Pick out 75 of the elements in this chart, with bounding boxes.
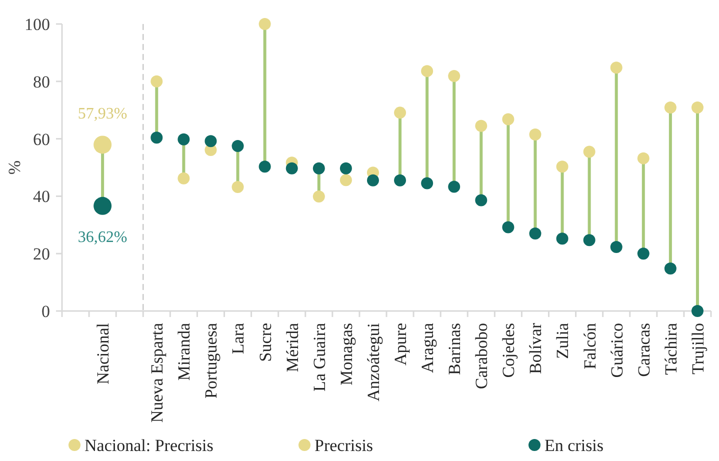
point	[664, 262, 676, 275]
point	[340, 162, 352, 174]
point	[394, 106, 406, 119]
x-tick-label: Monagas	[336, 323, 356, 386]
data-label: 57,93%	[78, 106, 128, 123]
point	[475, 194, 488, 206]
x-tick-label: Sucre	[256, 323, 275, 362]
x-tick-label: Barinas	[445, 323, 464, 375]
point	[232, 140, 244, 152]
y-tick-label: 100	[24, 14, 50, 34]
point	[340, 174, 352, 186]
point	[178, 172, 190, 184]
point	[150, 132, 163, 144]
x-tick-label: Cojedes	[499, 323, 518, 378]
point	[475, 120, 488, 132]
y-axis-title: %	[5, 160, 24, 175]
point	[610, 62, 622, 74]
point	[178, 133, 190, 146]
y-tick-label: 60	[33, 130, 50, 149]
x-tick-label: Portuguesa	[202, 322, 221, 399]
x-tick-label: Caracas	[634, 323, 654, 377]
point	[232, 181, 244, 194]
point	[258, 160, 271, 173]
x-tick-label: Zulia	[553, 322, 572, 359]
legend-label: Nacional: Precrisis	[84, 436, 214, 455]
point	[529, 128, 542, 140]
x-tick-label: La Guaira	[310, 322, 329, 392]
point	[312, 190, 325, 202]
point	[394, 174, 406, 186]
point	[637, 248, 650, 260]
x-tick-label: Anzoátegui	[364, 322, 383, 402]
point	[691, 102, 704, 114]
x-tick-label: Lara	[228, 322, 248, 354]
point	[204, 135, 217, 148]
point	[448, 70, 460, 82]
legend-label: Precrisis	[314, 436, 374, 455]
point	[610, 241, 622, 253]
point	[583, 146, 596, 158]
point	[502, 113, 514, 126]
point	[258, 18, 271, 30]
x-tick-label: Falcón	[580, 322, 600, 370]
point	[502, 221, 514, 234]
point	[94, 196, 112, 215]
point	[150, 75, 163, 88]
point	[94, 136, 112, 154]
x-tick-label: Nueva Esparta	[148, 322, 167, 423]
y-tick-label: 0	[42, 302, 50, 321]
point	[448, 180, 460, 193]
point	[664, 102, 676, 114]
y-tick-label: 80	[33, 72, 50, 92]
point	[556, 232, 568, 245]
data-label: 36,62%	[78, 228, 128, 246]
point	[556, 160, 568, 173]
x-tick-label: Apure	[390, 323, 410, 366]
x-tick-label: Guárico	[607, 323, 626, 378]
x-tick-label: Carabobo	[472, 323, 492, 390]
point	[421, 65, 434, 78]
x-tick-label: Táchira	[661, 322, 680, 375]
point	[529, 228, 542, 240]
x-tick-label: Mérida	[282, 322, 302, 372]
point	[583, 234, 596, 246]
legend-label: En crisis	[544, 436, 604, 455]
point	[691, 305, 704, 317]
y-tick-label: 40	[33, 187, 50, 206]
x-tick-label: Nacional	[94, 322, 113, 384]
x-tick-label: Aragua	[418, 322, 438, 374]
x-tick-label: Miranda	[174, 322, 194, 381]
y-tick-label: 20	[33, 244, 50, 264]
point	[366, 174, 379, 186]
point	[421, 177, 434, 190]
x-tick-label: Bolívar	[526, 322, 546, 374]
point	[637, 152, 650, 164]
point	[312, 162, 325, 174]
point	[286, 162, 298, 174]
x-tick-label: Trujillo	[688, 323, 708, 374]
